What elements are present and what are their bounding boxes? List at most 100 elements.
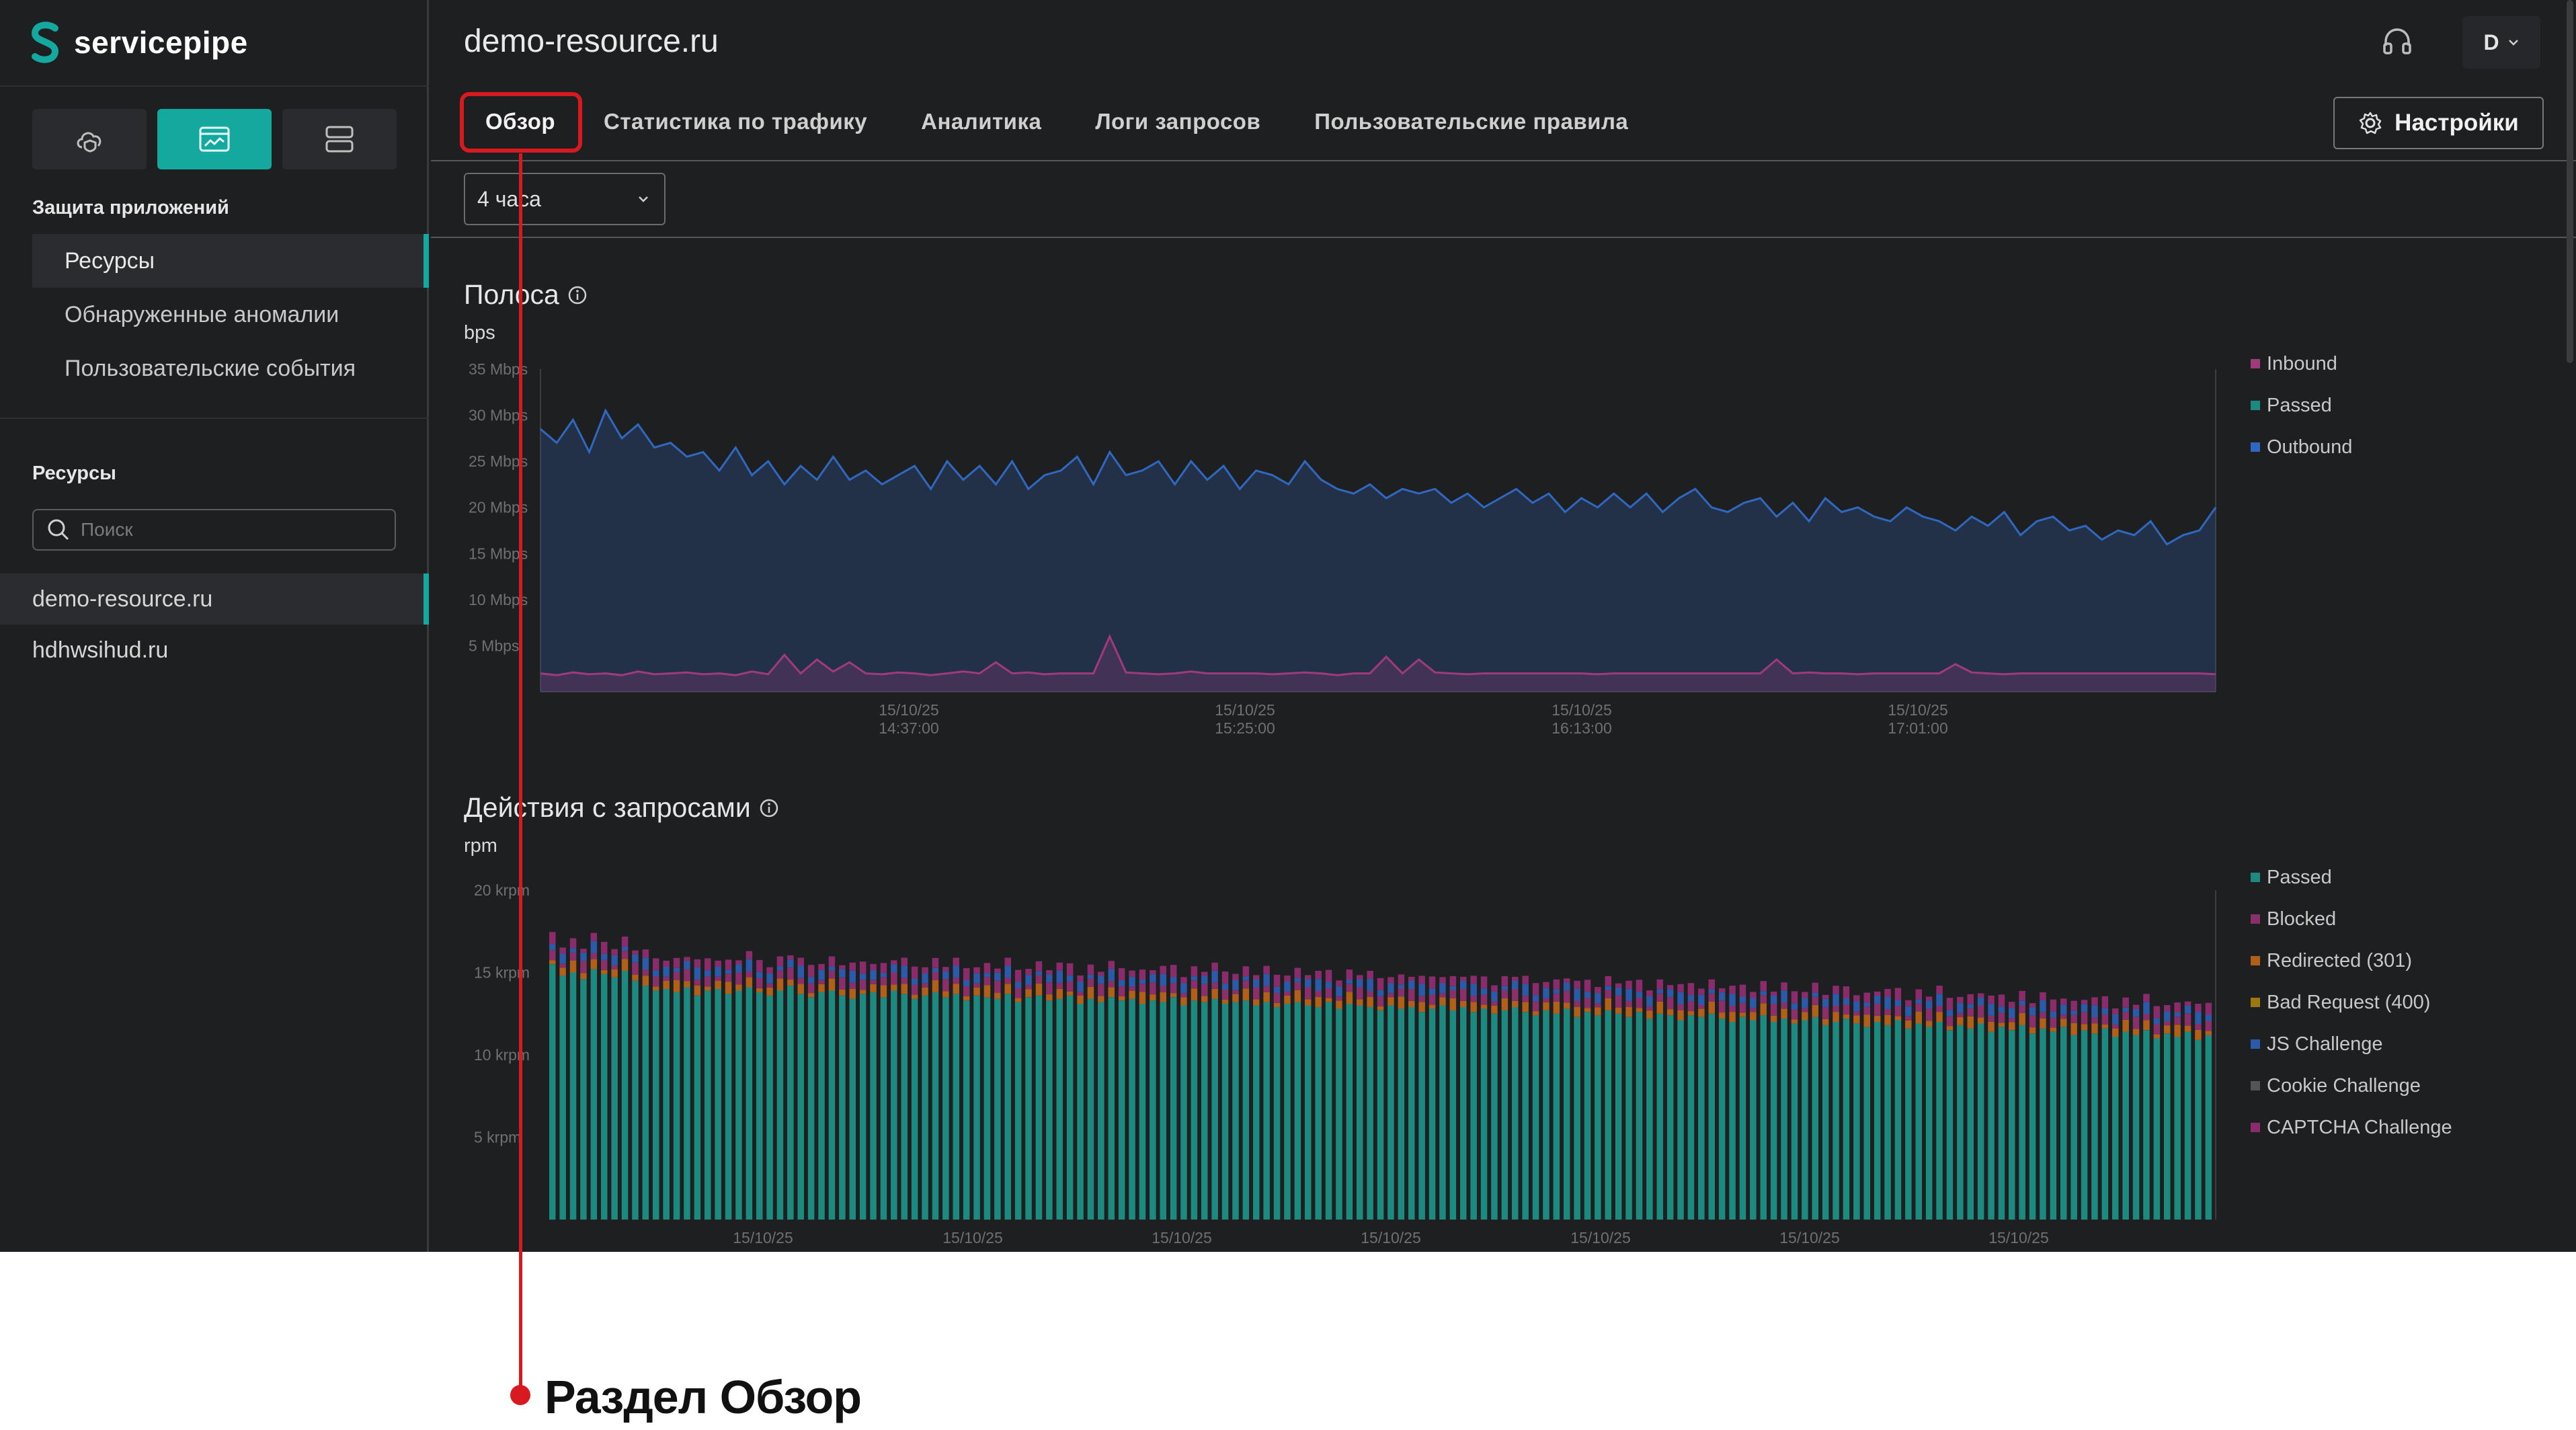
bar-segment: [1180, 977, 1187, 984]
x-tick-date: 15/10/25: [942, 1229, 1003, 1246]
bar-segment: [1874, 1004, 1881, 1016]
bar-passed: [1418, 1012, 1425, 1220]
tab-overview[interactable]: Обзор: [485, 109, 556, 134]
bar-segment: [1336, 980, 1342, 987]
bar-segment: [2040, 1000, 2046, 1012]
bar-segment: [1967, 1016, 1974, 1029]
bar-segment: [1232, 974, 1239, 980]
bar-segment: [1098, 976, 1104, 984]
bar-passed: [2009, 1030, 2015, 1220]
bar-segment: [2122, 1007, 2129, 1012]
bar-segment: [973, 987, 980, 996]
bar-segment: [1263, 965, 1270, 974]
bar-segment: [725, 974, 732, 982]
bar-passed: [1501, 1010, 1508, 1220]
bar-segment: [1760, 991, 1767, 996]
page-scrollbar[interactable]: [2567, 0, 2573, 363]
legend-bad-request[interactable]: Bad Request (400): [2251, 982, 2452, 1023]
resource-item[interactable]: demo-resource.ru: [0, 573, 429, 625]
info-icon[interactable]: [759, 798, 779, 818]
period-select[interactable]: 4 часа: [464, 173, 666, 225]
bar-passed: [1315, 1007, 1322, 1220]
bar-segment: [621, 959, 629, 971]
sidebar-item-resources[interactable]: Ресурсы: [32, 234, 429, 288]
bar-segment: [2205, 1002, 2212, 1015]
bar-segment: [1915, 1011, 1922, 1024]
mode-app-protection-button[interactable]: [157, 109, 272, 169]
bar-segment: [1211, 962, 1218, 971]
bar-passed: [1750, 1020, 1757, 1220]
headset-support-icon[interactable]: [2380, 26, 2414, 59]
legend-blocked[interactable]: Blocked: [2251, 898, 2452, 940]
bar-segment: [1532, 995, 1539, 1002]
bar-segment: [1201, 984, 1208, 996]
bar-passed: [1294, 1002, 1301, 1220]
bar-segment: [849, 988, 856, 999]
legend-label: Inbound: [2267, 352, 2337, 374]
bar-segment: [1242, 976, 1250, 981]
bar-segment: [849, 970, 856, 983]
settings-button[interactable]: Настройки: [2333, 97, 2544, 149]
bar-segment: [1863, 1015, 1870, 1027]
bar-segment: [1439, 993, 1446, 998]
brand-logo[interactable]: servicepipe: [28, 19, 248, 66]
tab-custom-rules[interactable]: Пользовательские правила: [1314, 109, 1629, 134]
bar-segment: [2070, 1023, 2077, 1035]
legend-js-challenge[interactable]: JS Challenge: [2251, 1023, 2452, 1065]
bar-passed: [1470, 1012, 1477, 1220]
bar-segment: [1853, 1011, 1860, 1016]
mode-cloud-protection-button[interactable]: [32, 109, 147, 169]
bar-segment: [859, 961, 867, 974]
bar-segment: [1253, 999, 1260, 1006]
bar-segment: [2184, 1013, 2191, 1026]
legend-passed[interactable]: Passed: [2251, 385, 2352, 426]
bar-segment: [1625, 980, 1632, 989]
bar-passed: [1522, 1012, 1529, 1220]
bar-segment: [590, 953, 598, 959]
bar-segment: [2009, 1002, 2015, 1008]
tab-request-logs[interactable]: Логи запросов: [1095, 109, 1261, 134]
bar-segment: [549, 944, 556, 951]
legend-cookie-challenge[interactable]: Cookie Challenge: [2251, 1065, 2452, 1107]
bar-segment: [1221, 999, 1229, 1004]
sidebar-item-custom-events[interactable]: Пользовательские события: [32, 342, 429, 395]
bar-passed: [1666, 1015, 1674, 1220]
bar-segment: [1946, 1016, 1954, 1027]
resource-search-input[interactable]: Поиск: [32, 509, 396, 551]
sidebar-item-anomalies[interactable]: Обнаруженные аномалии: [32, 288, 429, 342]
bar-passed: [1357, 1005, 1363, 1220]
legend-captcha-challenge[interactable]: CAPTCHA Challenge: [2251, 1107, 2452, 1148]
bar-segment: [2060, 1019, 2067, 1027]
bar-segment: [901, 957, 908, 966]
bar-segment: [1967, 1004, 1974, 1008]
bar-segment: [1708, 993, 1715, 1002]
info-icon[interactable]: [567, 285, 588, 305]
bar-passed: [1118, 1000, 1125, 1220]
bar-segment: [1532, 983, 1539, 996]
bar-passed: [1087, 998, 1094, 1220]
bar-segment: [2040, 1018, 2046, 1029]
bar-segment: [725, 969, 732, 974]
tab-analytics[interactable]: Аналитика: [921, 109, 1042, 134]
bar-segment: [1988, 995, 1995, 1004]
y-tick-label: 25 Mbps: [469, 452, 528, 470]
bar-segment: [1822, 994, 1829, 999]
bar-segment: [963, 980, 970, 987]
legend-outbound[interactable]: Outbound: [2251, 426, 2352, 468]
bar-segment: [1812, 1004, 1818, 1017]
legend-passed[interactable]: Passed: [2251, 857, 2452, 898]
bar-passed: [1408, 1007, 1415, 1220]
bar-segment: [1139, 969, 1146, 980]
bar-passed: [2112, 1037, 2119, 1220]
bar-segment: [2081, 1024, 2088, 1031]
bar-segment: [715, 976, 721, 981]
legend-redirected[interactable]: Redirected (301): [2251, 940, 2452, 982]
bar-passed: [1812, 1017, 1818, 1220]
mode-servers-button[interactable]: [282, 109, 397, 169]
tab-traffic-stats[interactable]: Статистика по трафику: [604, 109, 868, 134]
bar-segment: [1242, 980, 1250, 989]
legend-inbound[interactable]: Inbound: [2251, 343, 2352, 385]
bar-segment: [994, 972, 1001, 981]
user-menu-button[interactable]: D: [2462, 16, 2540, 69]
resource-item[interactable]: hdhwsihud.ru: [0, 625, 429, 676]
